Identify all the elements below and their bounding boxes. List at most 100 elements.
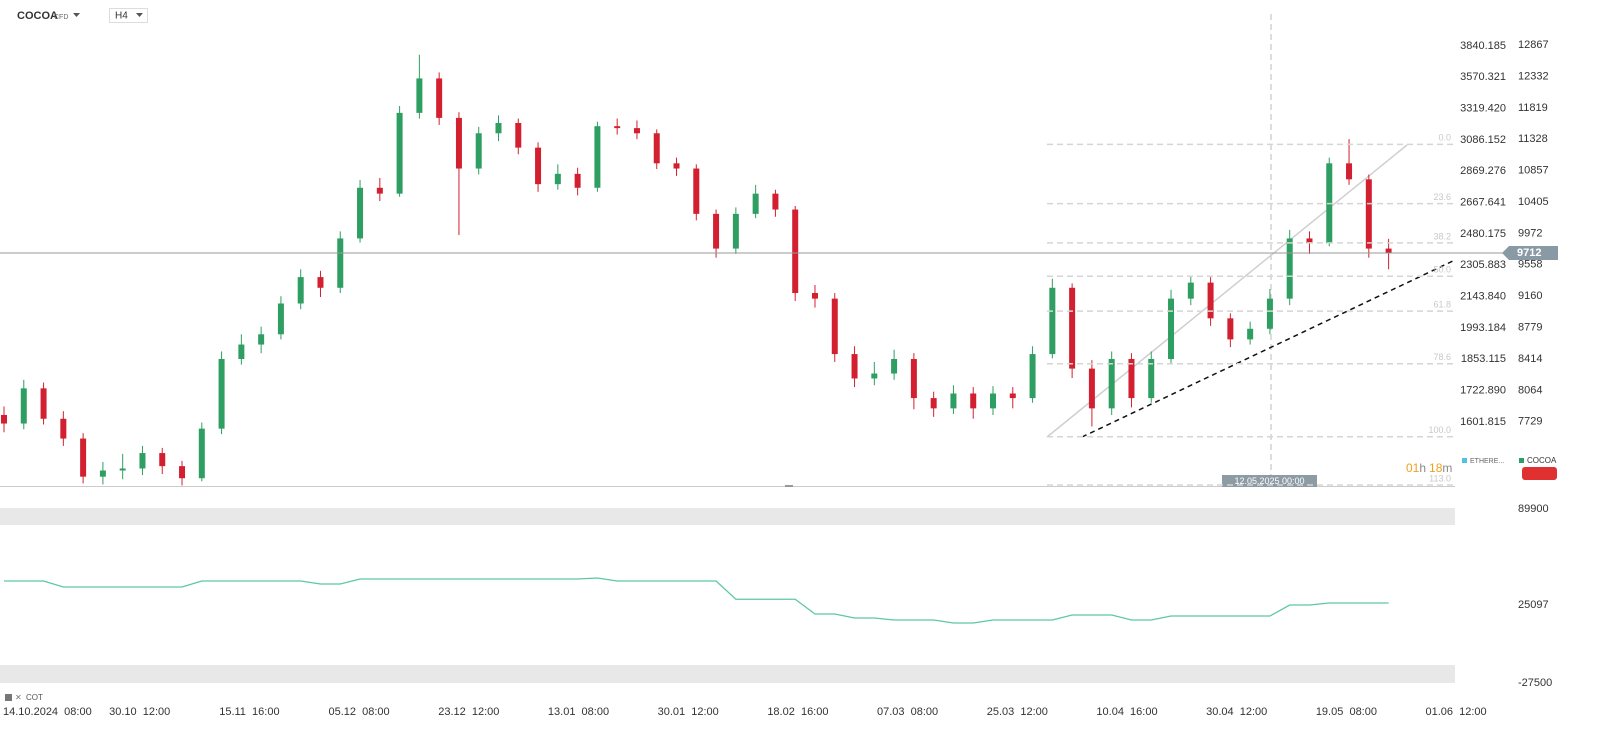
candle-body xyxy=(574,173,581,188)
legend-item[interactable]: COCOA xyxy=(1527,456,1557,465)
candle-body xyxy=(693,168,700,214)
candle-body xyxy=(1069,287,1076,369)
cot-band xyxy=(0,508,1455,525)
candle-body xyxy=(119,468,126,471)
fib-label: 78.6 xyxy=(1433,352,1451,362)
x-tick-label: 14.10.2024 08:00 xyxy=(3,706,92,718)
sell-button[interactable] xyxy=(1522,467,1557,480)
y-tick-label: 89900 xyxy=(1518,503,1549,515)
candle-body xyxy=(139,453,146,469)
candle-body xyxy=(495,122,502,134)
candle-body xyxy=(297,277,304,304)
candle-body xyxy=(1,414,7,424)
candle-body xyxy=(376,187,383,194)
candle-body xyxy=(871,373,878,379)
y2-tick-label: 1601.815 xyxy=(1460,416,1506,428)
legend-item[interactable]: ETHERE... xyxy=(1470,458,1504,465)
candle-body xyxy=(851,354,858,379)
y2-tick-label: 2143.840 xyxy=(1460,291,1506,303)
candle-body xyxy=(1108,358,1115,409)
candle-body xyxy=(535,147,542,185)
candle-body xyxy=(475,133,482,169)
candle-body xyxy=(970,393,977,409)
candle-body xyxy=(1286,238,1293,299)
candle-body xyxy=(40,388,47,419)
current-price-box xyxy=(1502,245,1558,260)
y-tick-label: 11328 xyxy=(1518,133,1548,145)
crosshair-label: 12.05.2025 00:00 xyxy=(1234,476,1304,486)
y-tick-label: 9972 xyxy=(1518,227,1542,239)
candle-body xyxy=(752,193,759,214)
candle-body xyxy=(317,277,324,288)
candle-body xyxy=(792,209,799,293)
candle-body xyxy=(554,173,561,185)
candle-body xyxy=(732,213,739,249)
resize-handle[interactable] xyxy=(785,485,793,487)
x-tick-label: 10.04 16:00 xyxy=(1096,706,1157,718)
cot-line xyxy=(4,577,1389,624)
candle-body xyxy=(831,298,838,355)
candle-body xyxy=(1148,358,1155,399)
candle-body xyxy=(337,238,344,288)
y-tick-label: 10405 xyxy=(1518,196,1549,208)
candle-body xyxy=(950,393,957,409)
y2-tick-label: 3086.152 xyxy=(1460,134,1506,146)
y-tick-label: 8779 xyxy=(1518,322,1542,334)
fib-label: 38.2 xyxy=(1433,231,1451,241)
candle-body xyxy=(1029,354,1036,399)
y2-tick-label: 1722.890 xyxy=(1460,384,1506,396)
y2-tick-label: 1993.184 xyxy=(1460,322,1506,334)
x-tick-label: 23.12 12:00 xyxy=(438,706,499,718)
x-tick-label: 30.10 12:00 xyxy=(109,706,170,718)
candle-body xyxy=(1009,393,1016,399)
candle-body xyxy=(1365,179,1372,249)
candle-body xyxy=(891,358,898,374)
candle-body xyxy=(198,428,205,479)
candle-body xyxy=(1088,368,1095,409)
candle-body xyxy=(1128,358,1135,399)
x-tick-label: 19.05 08:00 xyxy=(1316,706,1377,718)
candle-body xyxy=(811,292,818,299)
crosshair-label-box xyxy=(1222,475,1317,487)
candle-body xyxy=(1385,248,1392,253)
x-tick-label: 13.01 08:00 xyxy=(548,706,609,718)
fib-label: 113.0 xyxy=(1429,473,1451,483)
candle-body xyxy=(357,187,364,239)
indicator-icon[interactable] xyxy=(5,694,12,701)
support-trendline[interactable] xyxy=(1081,259,1456,438)
y2-tick-label: 3570.321 xyxy=(1460,71,1506,83)
candle-body xyxy=(1207,282,1214,319)
symbol[interactable]: COCOA xyxy=(17,10,58,22)
y-tick-label: 8414 xyxy=(1518,353,1542,365)
fib-label: 61.8 xyxy=(1433,299,1451,309)
timeframe[interactable]: H4 xyxy=(115,11,128,22)
candle-body xyxy=(594,126,601,188)
candle-body xyxy=(416,78,423,113)
candle-body xyxy=(713,213,720,249)
timeframe-box[interactable] xyxy=(109,8,148,23)
candle-body xyxy=(1168,298,1175,359)
x-tick-label: 25.03 12:00 xyxy=(987,706,1048,718)
y-tick-label: 8064 xyxy=(1518,384,1542,396)
legend-swatch xyxy=(1519,458,1524,463)
cot-band xyxy=(0,665,1455,683)
channel-line[interactable] xyxy=(1046,144,1408,438)
candle-body xyxy=(218,358,225,429)
candle-body xyxy=(1306,238,1313,244)
x-tick-label: 30.01 12:00 xyxy=(658,706,719,718)
candle-body xyxy=(614,126,621,129)
candle-body xyxy=(179,466,186,479)
candle-body xyxy=(1346,163,1353,180)
candle-body xyxy=(1247,328,1254,340)
symbol-dropdown[interactable] xyxy=(73,13,80,17)
countdown: 01h 18m xyxy=(1406,461,1452,475)
candle-body xyxy=(515,122,522,148)
y2-tick-label: 3319.420 xyxy=(1460,103,1506,115)
y-tick-label: 9160 xyxy=(1518,290,1542,302)
y-tick-label: 10857 xyxy=(1518,165,1549,177)
candle-body xyxy=(396,112,403,194)
candle-body xyxy=(673,163,680,169)
timeframe-dropdown[interactable] xyxy=(136,13,143,17)
indicator-close[interactable]: ✕ xyxy=(15,693,22,702)
